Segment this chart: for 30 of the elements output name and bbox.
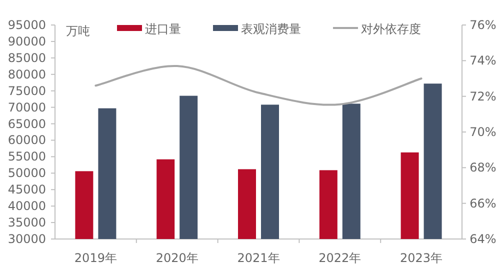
y2-tick-label: 64%: [470, 232, 496, 246]
x-tick-label: 2020年: [156, 251, 198, 265]
y-tick-label: 65000: [8, 116, 46, 131]
y2-tick-label: 70%: [470, 125, 496, 139]
y-tick-label: 55000: [8, 150, 46, 164]
y2-tick-label: 74%: [470, 54, 496, 68]
y-tick-label: 30000: [8, 232, 46, 246]
x-tick-label: 2019年: [74, 251, 117, 265]
legend-label: 表观消费量: [241, 22, 301, 36]
x-tick-label: 2023年: [400, 251, 443, 265]
y2-tick-label: 76%: [470, 18, 496, 32]
y-tick-label: 80000: [8, 67, 46, 82]
y-tick-label: 35000: [8, 216, 46, 230]
y-tick-label: 95000: [8, 18, 46, 32]
y-tick-label: 60000: [8, 133, 46, 148]
y-axis-title: 万吨: [66, 24, 90, 38]
legend-label: 对外依存度: [361, 22, 421, 36]
y2-tick-label: 72%: [470, 89, 496, 104]
y-tick-label: 45000: [8, 182, 46, 197]
y-tick-label: 85000: [8, 50, 46, 65]
y-tick-label: 40000: [8, 199, 46, 214]
y-tick-label: 75000: [8, 84, 46, 98]
y2-tick-label: 66%: [470, 196, 496, 210]
x-tick-label: 2021年: [237, 251, 280, 265]
y-tick-label: 90000: [8, 34, 46, 48]
y-tick-label: 70000: [8, 100, 46, 114]
legend-label: 进口量: [145, 22, 181, 36]
y2-tick-label: 68%: [470, 160, 496, 175]
y-tick-label: 50000: [8, 166, 46, 180]
x-tick-label: 2022年: [318, 251, 362, 265]
